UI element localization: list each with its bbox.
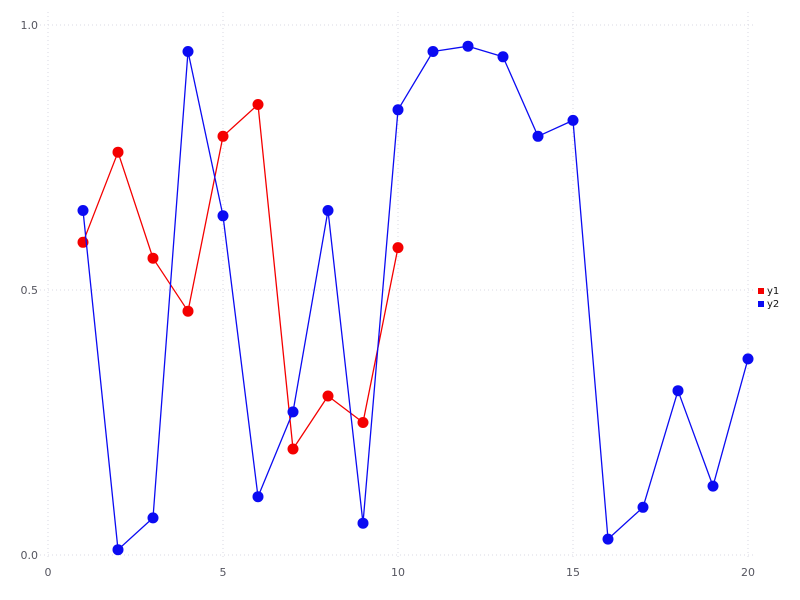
- series-y2-point: [567, 114, 579, 126]
- series-y2-point: [602, 533, 614, 545]
- series-y1-point: [357, 417, 369, 428]
- legend-label-y2: y2: [767, 299, 779, 310]
- series-y2-point: [672, 385, 684, 397]
- x-tick-label: 10: [391, 566, 405, 579]
- series-y1-point: [147, 252, 159, 264]
- series-y2-point: [742, 353, 754, 365]
- series-y1-point: [112, 146, 124, 158]
- series-y2-point: [707, 480, 719, 492]
- series-y2-point: [182, 46, 194, 57]
- series-y2-point: [462, 40, 474, 52]
- y-tick-label: 0.0: [21, 549, 39, 562]
- series-y2-point: [637, 501, 649, 513]
- series-y2-point: [322, 205, 334, 216]
- x-tick-label: 5: [220, 566, 227, 579]
- series-y2-point: [497, 51, 509, 63]
- series-y2-point: [217, 210, 229, 222]
- series-y2-point: [147, 512, 159, 524]
- x-tick-label: 0: [45, 566, 52, 579]
- legend-label-y1: y1: [767, 286, 779, 297]
- legend-swatch-y2: [758, 301, 764, 307]
- series-y1-point: [182, 305, 194, 317]
- legend-swatch-y1: [758, 288, 764, 294]
- series-y2-point: [77, 205, 89, 216]
- series-y2-point: [112, 544, 124, 556]
- series-y1-point: [392, 242, 404, 254]
- series-y1-line: [82, 103, 399, 450]
- series-y2-line: [82, 45, 749, 551]
- series-y1-point: [252, 99, 264, 110]
- series-y2-point: [287, 406, 299, 418]
- y-tick-label: 0.5: [21, 284, 39, 297]
- series-y2-point: [252, 491, 264, 503]
- series-y1-point: [217, 130, 229, 142]
- series-y2-point: [392, 104, 404, 116]
- series-y2-point: [427, 46, 439, 57]
- series-y2-point: [357, 517, 369, 529]
- series-y2-point: [532, 130, 544, 142]
- y-tick-label: 1.0: [21, 19, 39, 32]
- x-tick-label: 15: [566, 566, 580, 579]
- series-y1-point: [287, 443, 299, 455]
- series-y1-point: [322, 390, 334, 402]
- x-tick-label: 20: [741, 566, 755, 579]
